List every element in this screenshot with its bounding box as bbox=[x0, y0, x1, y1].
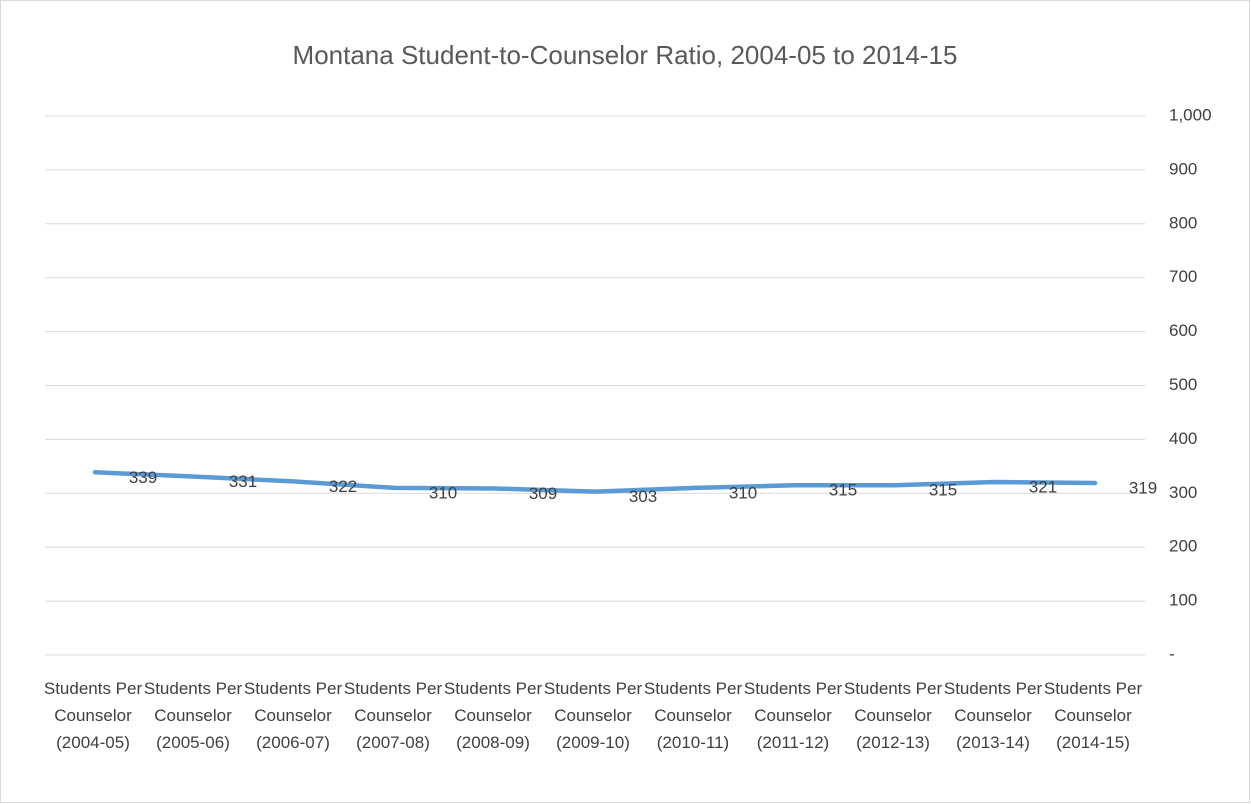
y-tick-label: 400 bbox=[1169, 429, 1197, 448]
x-tick-label-box: Students Per Counselor (2010-11) bbox=[644, 679, 743, 752]
data-label: 321 bbox=[1029, 477, 1057, 496]
x-tick-label: Students Per Counselor (2008-09) bbox=[444, 679, 543, 752]
x-tick-label-box: Students Per Counselor (2009-10) bbox=[544, 679, 643, 752]
x-tick-label-box: Students Per Counselor (2012-13) bbox=[844, 679, 943, 752]
x-tick-label-box: Students Per Counselor (2014-15) bbox=[1044, 679, 1143, 752]
data-label: 310 bbox=[729, 483, 757, 502]
x-tick-label-box: Students Per Counselor (2008-09) bbox=[444, 679, 543, 752]
line bbox=[92, 470, 1098, 494]
y-tick-label: 300 bbox=[1169, 483, 1197, 502]
y-tick-label: 500 bbox=[1169, 375, 1197, 394]
data-label: 310 bbox=[429, 483, 457, 502]
y-tick-label: - bbox=[1169, 644, 1175, 663]
x-tick-label-box: Students Per Counselor (2005-06) bbox=[144, 679, 243, 752]
x-tick-label: Students Per Counselor (2014-15) bbox=[1044, 679, 1143, 752]
x-tick-label-box: Students Per Counselor (2011-12) bbox=[744, 679, 843, 752]
x-tick-label: Students Per Counselor (2009-10) bbox=[544, 679, 643, 752]
x-tick-label: Students Per Counselor (2006-07) bbox=[244, 679, 343, 752]
x-tick-label: Students Per Counselor (2010-11) bbox=[644, 679, 743, 752]
x-tick-label-box: Students Per Counselor (2006-07) bbox=[244, 679, 343, 752]
y-tick-label: 200 bbox=[1169, 537, 1197, 556]
y-tick-label: 700 bbox=[1169, 267, 1197, 286]
data-label: 315 bbox=[929, 481, 957, 500]
x-tick-label: Students Per Counselor (2005-06) bbox=[144, 679, 243, 752]
x-tick-label-box: Students Per Counselor (2013-14) bbox=[944, 679, 1043, 752]
x-tick-label: Students Per Counselor (2007-08) bbox=[344, 679, 443, 752]
x-tick-label-box: Students Per Counselor (2007-08) bbox=[344, 679, 443, 752]
data-label: 303 bbox=[629, 487, 657, 506]
y-tick-label: 100 bbox=[1169, 591, 1197, 610]
data-label: 315 bbox=[829, 481, 857, 500]
data-label: 331 bbox=[229, 472, 257, 491]
y-tick-label: 800 bbox=[1169, 213, 1197, 232]
data-label: 319 bbox=[1129, 479, 1157, 498]
y-tick-label: 900 bbox=[1169, 159, 1197, 178]
x-tick-label: Students Per Counselor (2011-12) bbox=[744, 679, 843, 752]
data-label: 309 bbox=[529, 484, 557, 503]
x-tick-label-box: Students Per Counselor (2004-05) bbox=[44, 679, 143, 752]
x-tick-label: Students Per Counselor (2012-13) bbox=[844, 679, 943, 752]
data-label: 322 bbox=[329, 477, 357, 496]
data-label: 339 bbox=[129, 468, 157, 487]
x-tick-label: Students Per Counselor (2013-14) bbox=[944, 679, 1043, 752]
x-tick-label: Students Per Counselor (2004-05) bbox=[44, 679, 143, 752]
y-tick-label: 1,000 bbox=[1169, 105, 1212, 124]
chart-title: Montana Student-to-Counselor Ratio, 2004… bbox=[293, 40, 958, 70]
y-tick-label: 600 bbox=[1169, 321, 1197, 340]
